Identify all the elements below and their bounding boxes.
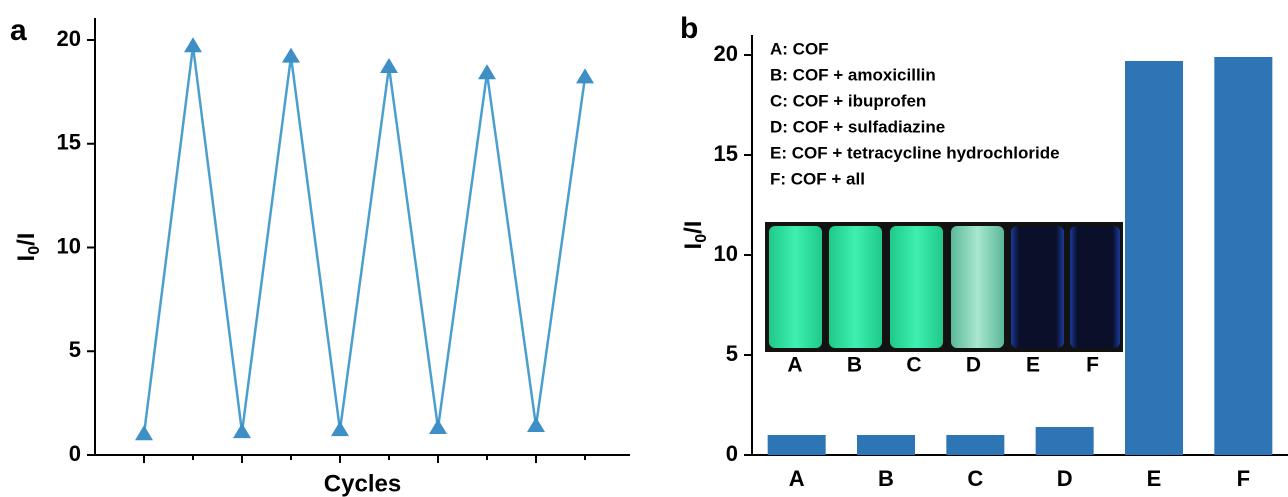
bar bbox=[946, 435, 1005, 455]
y-tick-label: 20 bbox=[57, 26, 81, 51]
y-label-rest: /I bbox=[13, 233, 40, 246]
marker bbox=[233, 423, 251, 439]
legend-text: B: COF + amoxicillin bbox=[770, 65, 936, 84]
x-tick-label: F bbox=[1237, 466, 1250, 491]
inset-label: F bbox=[1086, 354, 1099, 377]
marker bbox=[429, 419, 447, 435]
bar bbox=[1214, 57, 1273, 455]
x-tick-label: C bbox=[967, 466, 983, 491]
bar bbox=[1035, 427, 1094, 455]
inset-photo bbox=[765, 222, 1123, 352]
marker bbox=[576, 68, 594, 84]
inset-label: E bbox=[1026, 354, 1040, 377]
y-tick-label: 10 bbox=[714, 241, 738, 266]
x-tick-label: A bbox=[789, 466, 805, 491]
y-axis-label: I0/I bbox=[13, 233, 43, 262]
y-label-main: I bbox=[13, 255, 40, 262]
x-tick-label: B bbox=[878, 466, 894, 491]
y-label-sub: 0 bbox=[693, 234, 710, 243]
y-tick-label: 5 bbox=[726, 341, 738, 366]
y-tick-label: 0 bbox=[69, 441, 81, 466]
inset-label: C bbox=[906, 354, 921, 377]
marker bbox=[184, 37, 202, 53]
inset-label: D bbox=[966, 354, 981, 377]
data-line bbox=[142, 46, 587, 435]
inset-label: A bbox=[787, 354, 802, 377]
legend-text: A: COF bbox=[770, 39, 829, 58]
y-tick-label: 5 bbox=[69, 337, 81, 362]
bar bbox=[857, 435, 915, 455]
inset-label: B bbox=[847, 354, 862, 377]
x-tick-label: D bbox=[1057, 466, 1073, 491]
y-tick-label: 0 bbox=[726, 441, 738, 466]
bar bbox=[767, 435, 826, 455]
legend-text: E: COF + tetracycline hydrochloride bbox=[770, 143, 1060, 162]
bar bbox=[1125, 61, 1183, 455]
panel-label: b bbox=[680, 12, 698, 45]
y-tick-label: 15 bbox=[57, 130, 81, 155]
marker bbox=[478, 64, 496, 80]
y-label-rest: /I bbox=[680, 221, 707, 234]
marker bbox=[135, 425, 153, 441]
y-axis-label: I0/I bbox=[680, 221, 710, 250]
y-tick-label: 20 bbox=[714, 41, 738, 66]
y-label-main: I bbox=[680, 243, 707, 250]
marker bbox=[380, 57, 398, 73]
marker bbox=[331, 421, 349, 437]
y-label-sub: 0 bbox=[26, 246, 43, 255]
x-tick-label: E bbox=[1147, 466, 1162, 491]
marker bbox=[527, 416, 545, 432]
legend-text: F: COF + all bbox=[770, 169, 865, 188]
y-tick-label: 10 bbox=[57, 233, 81, 258]
x-axis-label: Cycles bbox=[324, 470, 401, 497]
marker bbox=[282, 47, 300, 63]
legend-text: C: COF + ibuprofen bbox=[770, 91, 926, 110]
y-tick-label: 15 bbox=[714, 141, 738, 166]
panel-label: a bbox=[10, 14, 27, 47]
legend-text: D: COF + sulfadiazine bbox=[770, 117, 945, 136]
